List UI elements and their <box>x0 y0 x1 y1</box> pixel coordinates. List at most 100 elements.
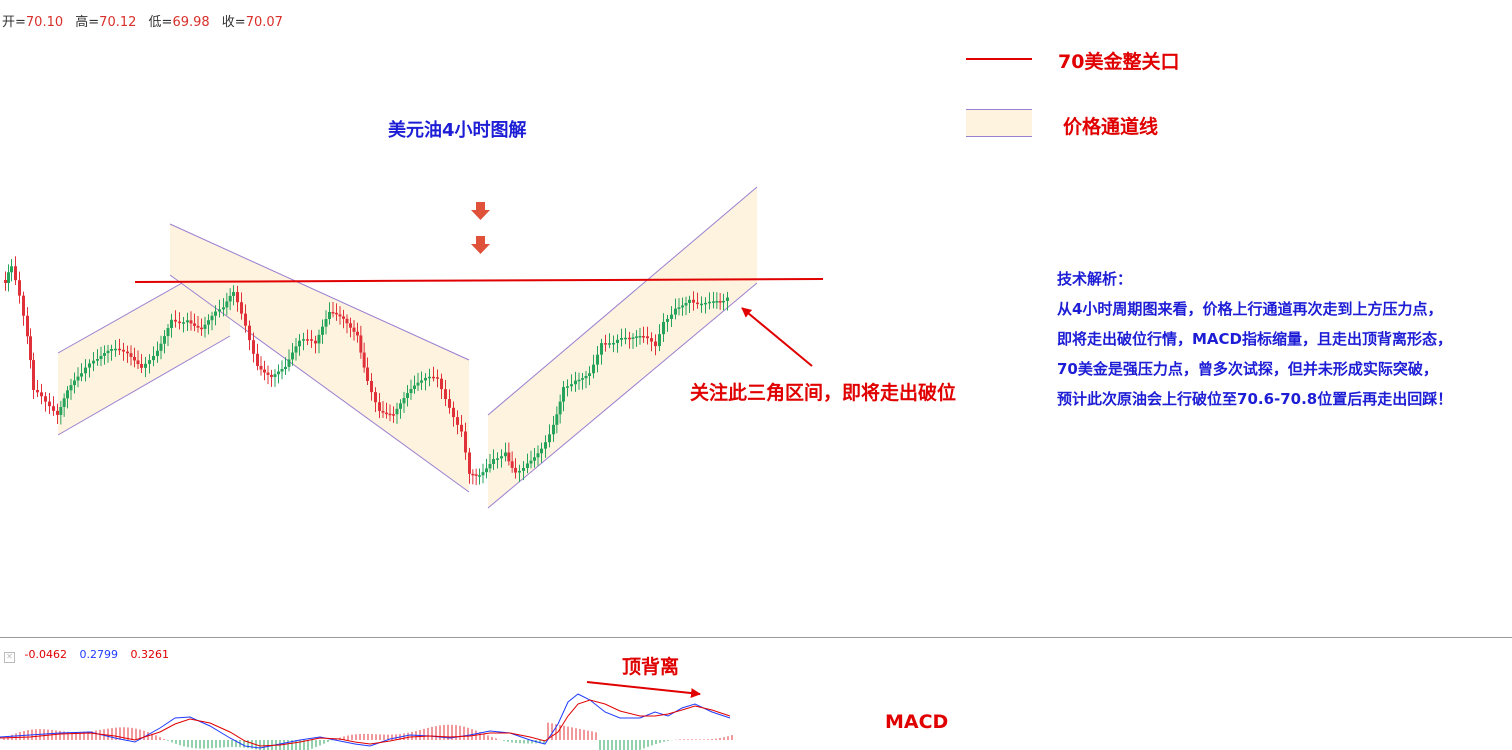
macd-dif-line <box>0 693 731 749</box>
candle-body <box>428 376 431 379</box>
candle-body <box>218 309 221 312</box>
candle-body <box>370 380 373 393</box>
candle-body <box>692 299 695 303</box>
candle-body <box>32 360 35 390</box>
candle-body <box>504 452 507 457</box>
candle-body <box>388 413 392 416</box>
candle-body <box>409 388 413 394</box>
candle-body <box>136 360 140 365</box>
candle-body <box>374 392 377 403</box>
candle-body <box>248 325 251 341</box>
candle-body <box>562 387 565 402</box>
candle-body <box>244 313 247 326</box>
candle-body <box>638 336 642 338</box>
channel-3-lower <box>487 282 758 509</box>
candle-body <box>478 475 481 477</box>
candle-body <box>558 401 562 415</box>
candle-body <box>464 431 467 453</box>
candle-body <box>203 324 207 329</box>
candle-body <box>359 335 363 353</box>
callout-arrow <box>741 307 813 367</box>
candle-body <box>420 380 423 383</box>
open-value: 70.10 <box>25 15 64 30</box>
candle-body <box>270 374 273 377</box>
candle-body <box>666 318 669 322</box>
candle-body <box>381 410 385 413</box>
candle-body <box>574 380 577 385</box>
candle-body <box>62 398 66 407</box>
candle-body <box>210 315 214 321</box>
ohlc-readout: 开=70.10 高=70.12 低=69.98 收=70.07 <box>2 11 291 30</box>
candle-body <box>99 355 103 360</box>
candle-body <box>240 302 243 314</box>
candle-body <box>14 266 17 281</box>
resistance-line-70 <box>134 278 824 283</box>
candle-body <box>170 319 173 329</box>
candle-body <box>488 464 492 469</box>
channel-2-upper <box>169 223 470 361</box>
candle-body <box>214 311 217 316</box>
candle-body <box>481 472 485 476</box>
close-icon[interactable]: ✕ <box>4 652 15 663</box>
candle-body <box>92 360 95 364</box>
candle-body <box>277 371 280 375</box>
candle-body <box>604 343 607 345</box>
candle-body <box>440 378 443 390</box>
candle-body <box>324 319 328 327</box>
candle-body <box>321 326 324 335</box>
high-value: 70.12 <box>99 15 137 30</box>
candle-body <box>432 376 435 379</box>
down-arrow-icon <box>471 236 490 254</box>
candle-body <box>712 301 715 303</box>
channel-2 <box>170 224 469 492</box>
candle-body <box>259 365 263 370</box>
candle-body <box>536 453 540 458</box>
candle-body <box>468 452 471 474</box>
candle-body <box>670 314 673 319</box>
candle-body <box>163 336 166 344</box>
candle-body <box>66 390 69 399</box>
candle-body <box>44 396 47 402</box>
legend-channel-swatch <box>966 109 1032 137</box>
macd-value-dea: 0.3261 <box>130 648 169 661</box>
candle-body <box>106 350 110 354</box>
candle-body <box>273 374 277 377</box>
candle-body <box>122 349 125 352</box>
candle-body <box>658 334 661 347</box>
candle-body <box>684 302 688 306</box>
candle-body <box>507 452 511 462</box>
candle-body <box>600 343 603 355</box>
candle-body <box>362 352 366 368</box>
channel-3 <box>488 187 757 508</box>
candle-body <box>366 367 369 381</box>
candle-body <box>474 474 478 476</box>
analysis-heading: 技术解析： <box>1057 270 1133 288</box>
candle-body <box>654 341 657 347</box>
candle-body <box>207 320 210 325</box>
candle-body <box>681 305 684 308</box>
low-label: 低= <box>148 15 173 30</box>
candle-body <box>342 316 345 319</box>
candle-body <box>152 356 155 361</box>
macd-label: MACD <box>885 711 949 733</box>
divergence-label: 顶背离 <box>622 656 680 678</box>
candle-body <box>4 280 7 283</box>
candle-body <box>228 295 232 302</box>
candle-body <box>294 346 298 353</box>
candle-body <box>189 320 193 324</box>
candle-body <box>328 312 331 320</box>
channel-3-upper <box>487 186 758 416</box>
candle-body <box>588 373 591 376</box>
candle-body <box>52 406 55 411</box>
candle-body <box>674 308 677 315</box>
high-label: 高= <box>75 15 100 30</box>
candle-body <box>10 266 13 273</box>
candle-body <box>584 375 588 379</box>
candle-body <box>338 314 342 317</box>
candle-body <box>416 382 420 386</box>
candle-body <box>29 336 32 361</box>
candle-body <box>413 385 416 389</box>
candle-body <box>555 414 559 425</box>
candle-body <box>22 295 25 316</box>
